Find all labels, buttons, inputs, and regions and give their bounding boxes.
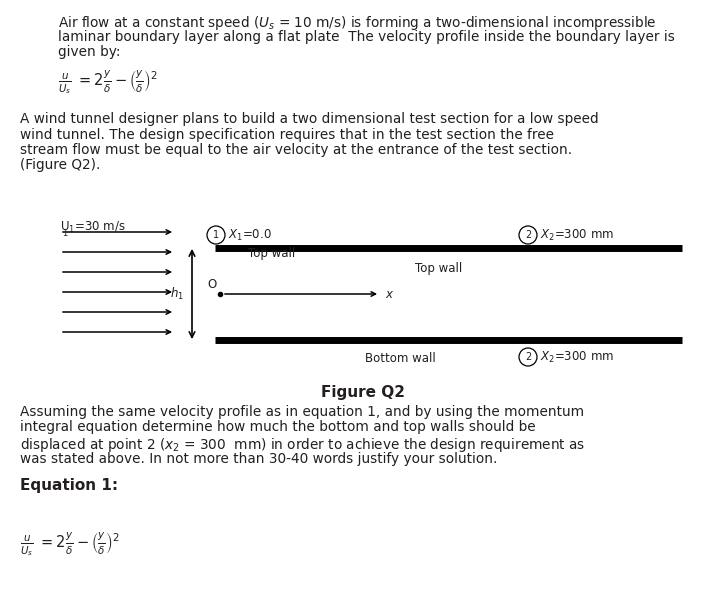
Text: 2: 2 <box>525 352 531 362</box>
Text: $X_2$=300 mm: $X_2$=300 mm <box>540 349 614 365</box>
Text: 1: 1 <box>213 230 219 240</box>
Text: $X_2$=300 mm: $X_2$=300 mm <box>540 228 614 242</box>
Text: integral equation determine how much the bottom and top walls should be: integral equation determine how much the… <box>20 420 536 435</box>
Text: $\frac{u}{U_s}$ $= 2\frac{y}{\delta} - \left(\frac{y}{\delta}\right)^2$: $\frac{u}{U_s}$ $= 2\frac{y}{\delta} - \… <box>58 68 158 96</box>
Text: 2: 2 <box>525 230 531 240</box>
Text: wind tunnel. The design specification requires that in the test section the free: wind tunnel. The design specification re… <box>20 127 554 141</box>
Text: Air flow at a constant speed ($U_s$ = 10 m/s) is forming a two-dimensional incom: Air flow at a constant speed ($U_s$ = 10… <box>58 14 656 32</box>
Text: x: x <box>385 288 392 300</box>
Text: 1: 1 <box>62 229 68 238</box>
Text: given by:: given by: <box>58 45 121 59</box>
Text: laminar boundary layer along a flat plate  The velocity profile inside the bound: laminar boundary layer along a flat plat… <box>58 29 675 43</box>
Text: $X_1$=0.0: $X_1$=0.0 <box>228 228 272 242</box>
Text: Top wall: Top wall <box>248 247 295 260</box>
Text: was stated above. In not more than 30-40 words justify your solution.: was stated above. In not more than 30-40… <box>20 452 497 466</box>
Text: displaced at point 2 ($x_2$ = 300  mm) in order to achieve the design requiremen: displaced at point 2 ($x_2$ = 300 mm) in… <box>20 436 585 454</box>
Text: Equation 1:: Equation 1: <box>20 478 118 493</box>
Text: Top wall: Top wall <box>415 262 462 275</box>
Text: Bottom wall: Bottom wall <box>364 352 436 365</box>
Text: Figure Q2: Figure Q2 <box>321 385 405 400</box>
Text: O: O <box>208 278 217 291</box>
Text: stream flow must be equal to the air velocity at the entrance of the test sectio: stream flow must be equal to the air vel… <box>20 143 572 157</box>
Text: A wind tunnel designer plans to build a two dimensional test section for a low s: A wind tunnel designer plans to build a … <box>20 112 599 126</box>
Text: $h_1$: $h_1$ <box>170 286 184 302</box>
Text: U$_1$=30 m/s: U$_1$=30 m/s <box>60 220 126 235</box>
Text: $\frac{u}{U_s}$ $= 2\frac{y}{\delta} - \left(\frac{y}{\delta}\right)^2$: $\frac{u}{U_s}$ $= 2\frac{y}{\delta} - \… <box>20 530 120 558</box>
Text: Assuming the same velocity profile as in equation 1, and by using the momentum: Assuming the same velocity profile as in… <box>20 405 584 419</box>
Text: (Figure Q2).: (Figure Q2). <box>20 159 100 173</box>
